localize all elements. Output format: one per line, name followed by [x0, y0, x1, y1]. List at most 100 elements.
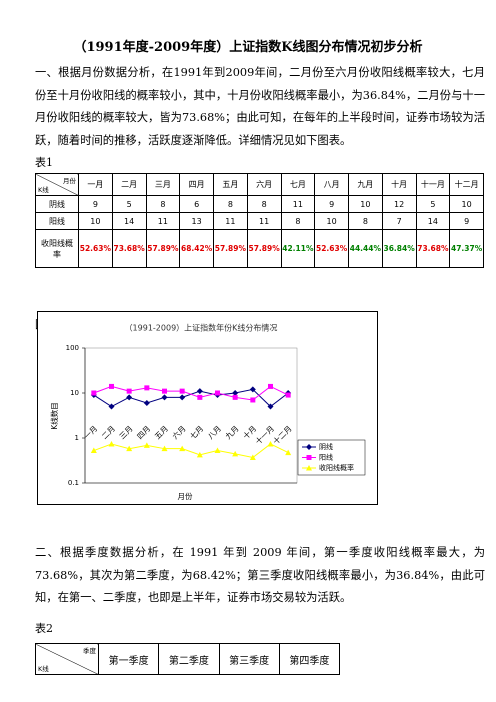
table-cell: 11: [145, 212, 181, 230]
point: [249, 454, 256, 461]
point: [90, 447, 97, 454]
table: 月份 K线 一月 二月 三月 四月 五月 六月 七月 八月 九月 十月 十一月 十二月 阴线 9 5 8 6 8 8 11…: [35, 173, 484, 268]
column-header: 第一季度: [97, 643, 160, 675]
point: [179, 445, 186, 452]
series-line: [93, 443, 289, 459]
point: [143, 442, 150, 448]
table-cell: 36.84%: [381, 229, 417, 268]
table-cell: 42.11%: [280, 229, 316, 268]
point: [196, 388, 203, 395]
point: [126, 394, 133, 401]
table-cell: 9: [314, 195, 349, 213]
corner-bottom: K线: [38, 186, 49, 194]
point: [267, 403, 274, 410]
point: [108, 403, 115, 410]
corner-cell: 季度 K线: [35, 643, 99, 675]
table-cell: 8: [213, 195, 248, 213]
table-row: 收阳线概率 52.63% 73.68% 57.89% 68.42% 57.89% 57.89…: [35, 229, 484, 268]
y-tick-label: 0.1: [68, 479, 79, 487]
table-cell: 10: [314, 212, 349, 230]
point: [249, 386, 256, 393]
header-row: 季度 K线 第一季度 第二季度 第三季度 第四季度: [35, 643, 341, 675]
corner-top: 月份: [63, 177, 76, 185]
point: [197, 394, 203, 400]
column-header: 九月: [348, 173, 383, 196]
table-cell: 57.89%: [213, 229, 248, 268]
column-header: 三月: [145, 173, 181, 196]
point: [285, 392, 291, 398]
point: [268, 383, 273, 389]
point: [179, 388, 185, 394]
table-cell: 57.89%: [145, 229, 181, 268]
point: [126, 388, 132, 394]
point: [232, 394, 238, 400]
point: [161, 394, 168, 401]
table-cell: 8: [280, 212, 316, 230]
table: 季度 K线 第一季度 第二季度 第三季度 第四季度: [35, 643, 341, 675]
table-cell: 73.68%: [111, 229, 147, 268]
column-header: 十月: [381, 173, 417, 196]
point: [250, 397, 256, 403]
table-cell: 11: [213, 212, 248, 230]
point: [232, 450, 239, 457]
column-header: 第四季度: [278, 643, 341, 675]
header-row: 月份 K线 一月 二月 三月 四月 五月 六月 七月 八月 九月 十月 十一月 十二月: [35, 173, 484, 196]
table-cell: 9: [78, 195, 113, 213]
point: [126, 445, 133, 452]
legend-label: 阴线: [319, 442, 333, 451]
row-header: 阳线: [35, 212, 79, 230]
point: [306, 455, 312, 460]
y-tick-label: 10: [70, 389, 79, 397]
column-header: 第三季度: [218, 643, 280, 675]
point: [108, 440, 115, 447]
column-header: 一月: [78, 173, 113, 196]
point: [214, 447, 221, 454]
y-tick-label: 100: [66, 344, 79, 352]
column-header: 六月: [246, 173, 282, 196]
paragraph: 二、根据季度数据分析，在 1991 年到 2009 年间，第一季度收阳线概率最大…: [35, 546, 485, 604]
table-cell: 12: [381, 195, 417, 213]
table-cell: 47.37%: [449, 229, 484, 268]
table-cell: 5: [415, 195, 451, 213]
column-header: 七月: [280, 173, 316, 196]
table-cell: 11: [246, 212, 282, 230]
table-cell: 13: [179, 212, 214, 230]
point: [215, 390, 220, 396]
y-tick-label: 1: [75, 434, 79, 442]
column-header: 八月: [314, 173, 349, 196]
table-cell: 5: [111, 195, 147, 213]
column-header: 四月: [179, 173, 214, 196]
row-header: 收阳线概率: [35, 229, 79, 268]
table-cell: 73.68%: [415, 229, 451, 268]
point: [306, 444, 312, 450]
point: [162, 388, 167, 394]
legend-label: 阳线: [319, 453, 333, 462]
corner-bottom: K线: [38, 665, 49, 673]
table-cell: 10: [449, 195, 484, 213]
point: [91, 390, 97, 396]
doc-title: （1991年度-2009年度）上证指数K线图分布情况初步分析: [73, 40, 423, 55]
table-cell: 8: [348, 212, 383, 230]
column-header: 第二季度: [158, 643, 220, 675]
point: [196, 451, 203, 458]
series-line: [93, 385, 289, 401]
chart-title: （1991-2009）上证指数年份K线分布情况: [125, 323, 278, 333]
point: [232, 390, 239, 396]
table-cell: 14: [111, 212, 147, 230]
table-row: 阴线 9 5 8 6 8 8 11 9 10 12 5 10: [35, 195, 484, 213]
row-header: 阴线: [35, 195, 79, 213]
table-label: 表1: [35, 156, 53, 169]
table-cell: 7: [381, 212, 417, 230]
table-row: 阳线 10 14 11 13 11 11 8 10 8 7 14 9: [35, 212, 484, 230]
chart-frame: [37, 311, 378, 505]
point: [144, 385, 150, 391]
point: [161, 445, 168, 452]
table-cell: 10: [348, 195, 383, 213]
paragraph: 一、根据月份数据分析，在1991年到2009年间，二月份至六月份收阳线概率较大，…: [35, 66, 485, 147]
table-cell: 52.63%: [314, 229, 349, 268]
point: [285, 449, 292, 456]
table-cell: 10: [78, 212, 113, 230]
table-cell: 14: [415, 212, 451, 230]
